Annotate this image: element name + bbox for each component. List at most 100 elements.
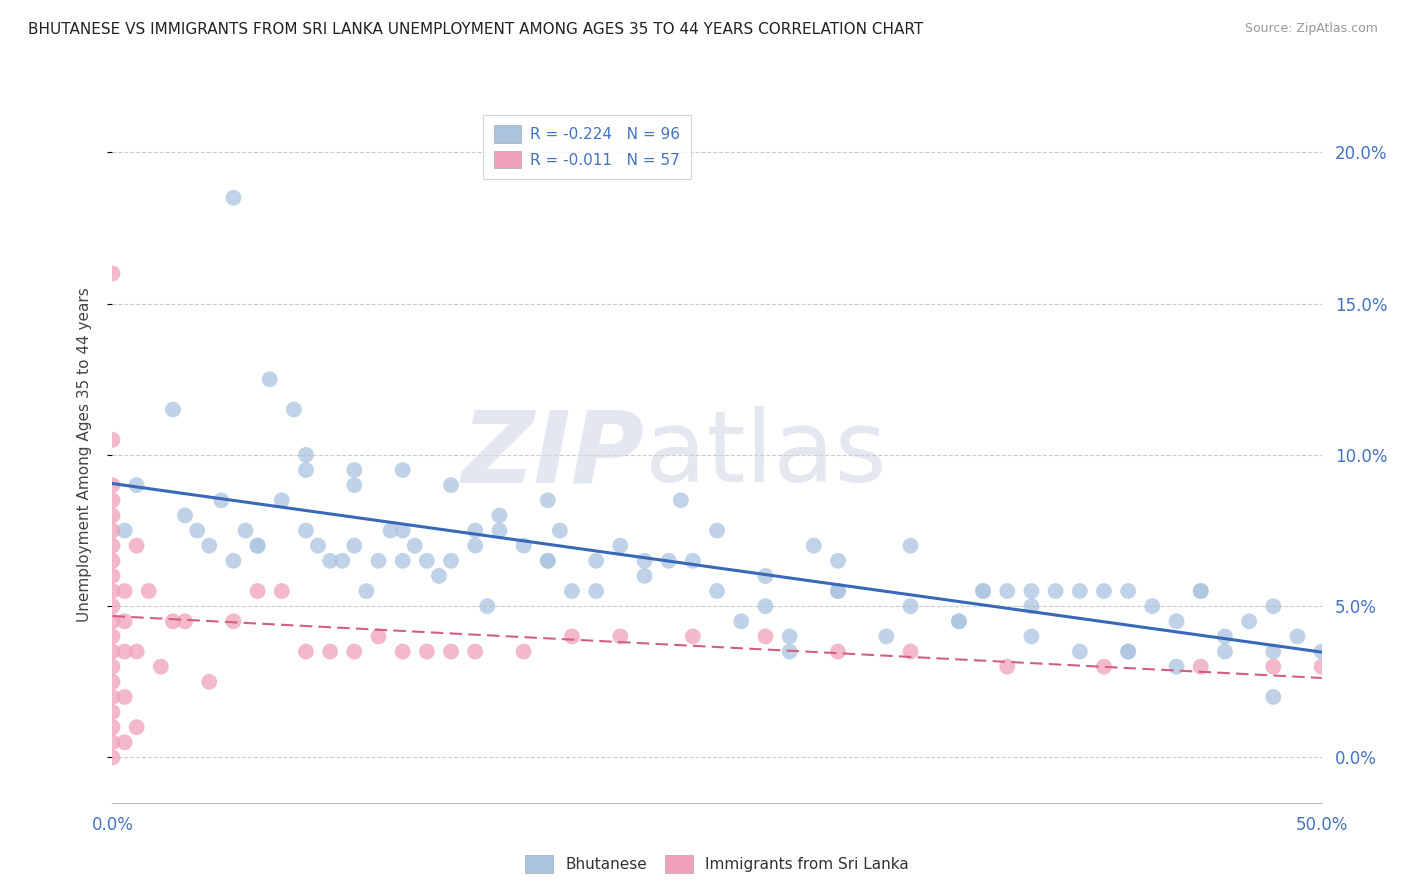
Point bbox=[1092, 659, 1115, 673]
Point bbox=[101, 690, 124, 704]
Point bbox=[391, 554, 413, 568]
Point bbox=[356, 584, 378, 599]
Point bbox=[101, 539, 124, 553]
Point bbox=[427, 569, 450, 583]
Point bbox=[162, 402, 184, 417]
Point bbox=[343, 644, 366, 658]
Point bbox=[464, 539, 486, 553]
Point bbox=[537, 554, 560, 568]
Point bbox=[101, 644, 124, 658]
Point bbox=[875, 629, 897, 643]
Point bbox=[1310, 659, 1333, 673]
Point bbox=[682, 554, 704, 568]
Point bbox=[730, 615, 752, 629]
Y-axis label: Unemployment Among Ages 35 to 44 years: Unemployment Among Ages 35 to 44 years bbox=[77, 287, 91, 623]
Point bbox=[1310, 644, 1333, 658]
Point bbox=[295, 463, 318, 477]
Point bbox=[1189, 584, 1212, 599]
Point bbox=[319, 554, 342, 568]
Point bbox=[330, 554, 353, 568]
Point bbox=[1189, 659, 1212, 673]
Point bbox=[174, 615, 197, 629]
Point bbox=[779, 644, 801, 658]
Point bbox=[101, 599, 124, 614]
Point bbox=[827, 644, 849, 658]
Point bbox=[101, 493, 124, 508]
Point bbox=[827, 584, 849, 599]
Point bbox=[440, 478, 463, 492]
Point bbox=[900, 539, 922, 553]
Point bbox=[585, 554, 607, 568]
Point bbox=[948, 615, 970, 629]
Text: ZIP: ZIP bbox=[461, 407, 644, 503]
Point bbox=[270, 493, 292, 508]
Point bbox=[1189, 584, 1212, 599]
Point bbox=[101, 524, 124, 538]
Point bbox=[307, 539, 329, 553]
Point bbox=[101, 569, 124, 583]
Text: BHUTANESE VS IMMIGRANTS FROM SRI LANKA UNEMPLOYMENT AMONG AGES 35 TO 44 YEARS CO: BHUTANESE VS IMMIGRANTS FROM SRI LANKA U… bbox=[28, 22, 924, 37]
Point bbox=[391, 644, 413, 658]
Point bbox=[1166, 659, 1188, 673]
Point bbox=[101, 659, 124, 673]
Point bbox=[174, 508, 197, 523]
Point bbox=[779, 629, 801, 643]
Point bbox=[380, 524, 402, 538]
Point bbox=[367, 554, 389, 568]
Point bbox=[101, 674, 124, 689]
Point bbox=[114, 524, 136, 538]
Point bbox=[1021, 599, 1043, 614]
Point bbox=[222, 615, 245, 629]
Point bbox=[1069, 644, 1091, 658]
Point bbox=[114, 690, 136, 704]
Point bbox=[669, 493, 692, 508]
Point bbox=[609, 539, 631, 553]
Point bbox=[343, 463, 366, 477]
Point bbox=[114, 584, 136, 599]
Point bbox=[295, 448, 318, 462]
Point bbox=[585, 584, 607, 599]
Point bbox=[827, 554, 849, 568]
Point bbox=[162, 615, 184, 629]
Point bbox=[101, 735, 124, 749]
Point bbox=[995, 659, 1018, 673]
Point bbox=[440, 554, 463, 568]
Point bbox=[948, 615, 970, 629]
Point bbox=[1142, 599, 1164, 614]
Point bbox=[101, 750, 124, 764]
Point bbox=[114, 735, 136, 749]
Point bbox=[209, 493, 232, 508]
Point bbox=[391, 524, 413, 538]
Point bbox=[343, 539, 366, 553]
Point bbox=[900, 599, 922, 614]
Point bbox=[416, 554, 439, 568]
Point bbox=[222, 554, 245, 568]
Point bbox=[1116, 644, 1139, 658]
Point bbox=[609, 629, 631, 643]
Point bbox=[1021, 629, 1043, 643]
Point bbox=[270, 584, 292, 599]
Point bbox=[754, 599, 776, 614]
Text: atlas: atlas bbox=[644, 407, 886, 503]
Point bbox=[972, 584, 994, 599]
Point bbox=[367, 629, 389, 643]
Point bbox=[149, 659, 172, 673]
Point bbox=[198, 539, 221, 553]
Point bbox=[972, 584, 994, 599]
Point bbox=[995, 584, 1018, 599]
Point bbox=[114, 644, 136, 658]
Point bbox=[827, 584, 849, 599]
Point bbox=[125, 539, 148, 553]
Point bbox=[1069, 584, 1091, 599]
Point bbox=[512, 539, 534, 553]
Point bbox=[101, 433, 124, 447]
Point bbox=[319, 644, 342, 658]
Point bbox=[404, 539, 426, 553]
Point bbox=[488, 508, 510, 523]
Point bbox=[101, 267, 124, 281]
Point bbox=[125, 644, 148, 658]
Point bbox=[512, 644, 534, 658]
Point bbox=[295, 524, 318, 538]
Point bbox=[101, 629, 124, 643]
Point bbox=[682, 629, 704, 643]
